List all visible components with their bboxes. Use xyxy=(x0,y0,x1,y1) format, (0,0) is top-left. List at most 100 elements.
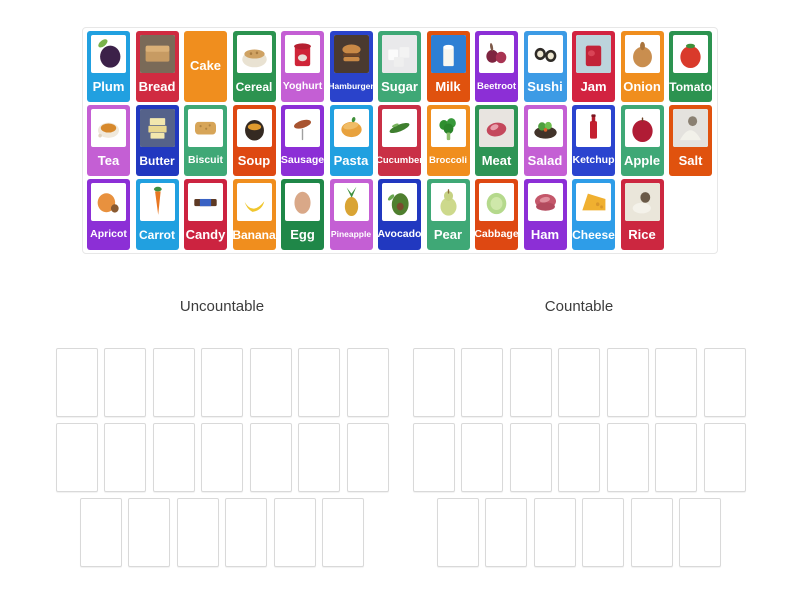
food-card-sugar[interactable]: Sugar xyxy=(378,31,421,102)
food-card-broccoli[interactable]: Broccoli xyxy=(426,105,470,176)
drop-slot[interactable] xyxy=(152,348,195,417)
food-card-jam[interactable]: Jam xyxy=(572,31,615,102)
drop-slot[interactable] xyxy=(533,498,576,567)
food-card-pasta[interactable]: Pasta xyxy=(329,105,373,176)
drop-slot[interactable] xyxy=(298,423,340,492)
food-card-cheese[interactable]: Cheese xyxy=(572,179,615,250)
food-card-carrot[interactable]: Carrot xyxy=(135,179,179,250)
drop-slot[interactable] xyxy=(436,498,479,567)
tea-image xyxy=(91,109,126,147)
carrot-image xyxy=(139,183,175,221)
group-countable-title: Countable xyxy=(544,298,614,315)
food-card-label: Hamburger xyxy=(328,81,374,92)
food-card-sausage[interactable]: Sausage xyxy=(281,105,324,176)
food-card-rice[interactable]: Rice xyxy=(620,179,664,250)
pear-image xyxy=(430,183,466,221)
drop-slot[interactable] xyxy=(485,498,528,567)
drop-slot[interactable] xyxy=(582,498,625,567)
drop-slot[interactable] xyxy=(630,498,673,567)
drop-slot[interactable] xyxy=(322,498,365,567)
drop-slot[interactable] xyxy=(346,348,389,417)
pasta-image xyxy=(333,109,369,147)
drop-slot[interactable] xyxy=(152,423,195,492)
drop-slot[interactable] xyxy=(412,348,455,417)
food-card-banana[interactable]: Banana xyxy=(232,179,276,250)
drop-slot[interactable] xyxy=(201,423,243,492)
drop-slot[interactable] xyxy=(606,348,649,417)
food-card-onion[interactable]: Onion xyxy=(620,31,664,102)
food-card-apple[interactable]: Apple xyxy=(620,105,664,176)
drop-slot[interactable] xyxy=(703,423,746,492)
food-card-tomato[interactable]: Tomato xyxy=(669,31,712,102)
drop-slot[interactable] xyxy=(201,348,243,417)
avocado-image xyxy=(382,183,417,221)
food-card-meat[interactable]: Meat xyxy=(475,105,518,176)
food-card-cabbage[interactable]: Cabbage xyxy=(474,179,519,250)
food-card-cake[interactable]: Cake xyxy=(184,31,227,102)
food-card-apricot[interactable]: Apricot xyxy=(87,179,130,250)
drop-slot[interactable] xyxy=(176,498,219,567)
food-card-ham[interactable]: Ham xyxy=(523,179,567,250)
card-tray: Plum Bread Cake Cereal Yoghurt Hamburger Sugar… xyxy=(82,27,718,254)
drop-slot[interactable] xyxy=(55,348,98,417)
food-card-hamburger[interactable]: Hamburger xyxy=(328,31,374,102)
drop-slot[interactable] xyxy=(655,423,697,492)
ketchup-image xyxy=(576,109,611,147)
food-card-yoghurt[interactable]: Yoghurt xyxy=(281,31,324,102)
drop-slot[interactable] xyxy=(703,348,746,417)
drop-slot[interactable] xyxy=(558,348,600,417)
food-card-label: Sausage xyxy=(280,154,325,167)
food-card-salt[interactable]: Salt xyxy=(669,105,712,176)
egg-image xyxy=(285,183,320,221)
food-card-bread[interactable]: Bread xyxy=(135,31,179,102)
food-card-label: Sushi xyxy=(527,79,563,94)
food-card-beetroot[interactable]: Beetroot xyxy=(475,31,518,102)
drop-slot[interactable] xyxy=(412,423,455,492)
drop-slot[interactable] xyxy=(509,423,552,492)
food-card-label: Salt xyxy=(678,153,703,168)
drop-slot[interactable] xyxy=(128,498,171,567)
slot-row xyxy=(55,348,389,417)
food-card-label: Pear xyxy=(433,227,463,242)
drop-slot[interactable] xyxy=(461,348,503,417)
drop-slot[interactable] xyxy=(679,498,722,567)
drop-slot[interactable] xyxy=(273,498,316,567)
drop-slot[interactable] xyxy=(249,423,292,492)
food-card-salad[interactable]: Salad xyxy=(523,105,567,176)
countable-slot-grid xyxy=(412,348,746,567)
drop-slot[interactable] xyxy=(249,348,292,417)
drop-slot[interactable] xyxy=(655,348,697,417)
drop-slot[interactable] xyxy=(104,423,146,492)
food-card-plum[interactable]: Plum xyxy=(87,31,130,102)
food-card-soup[interactable]: Soup xyxy=(232,105,276,176)
food-card-sushi[interactable]: Sushi xyxy=(523,31,567,102)
drop-slot[interactable] xyxy=(461,423,503,492)
drop-slot[interactable] xyxy=(55,423,98,492)
food-card-label: Candy xyxy=(185,227,226,242)
food-card-cereal[interactable]: Cereal xyxy=(232,31,276,102)
drop-slot[interactable] xyxy=(104,348,146,417)
food-card-candy[interactable]: Candy xyxy=(184,179,227,250)
drop-slot[interactable] xyxy=(225,498,268,567)
food-card-egg[interactable]: Egg xyxy=(281,179,324,250)
food-card-avocado[interactable]: Avocado xyxy=(378,179,421,250)
cucumber-image xyxy=(382,109,417,147)
drop-slot[interactable] xyxy=(346,423,389,492)
food-card-label: Cheese xyxy=(572,227,615,242)
drop-slot[interactable] xyxy=(509,348,552,417)
food-card-label: Plum xyxy=(92,79,125,94)
food-card-cucumber[interactable]: Cucumber xyxy=(376,105,423,176)
drop-slot[interactable] xyxy=(558,423,600,492)
food-card-milk[interactable]: Milk xyxy=(426,31,470,102)
food-card-butter[interactable]: Butter xyxy=(135,105,179,176)
food-card-pear[interactable]: Pear xyxy=(426,179,470,250)
food-card-tea[interactable]: Tea xyxy=(87,105,130,176)
food-card-biscuit[interactable]: Biscuit xyxy=(184,105,227,176)
drop-slot[interactable] xyxy=(79,498,122,567)
food-card-ketchup[interactable]: Ketchup xyxy=(572,105,615,176)
drop-slot[interactable] xyxy=(298,348,340,417)
food-card-pineapple[interactable]: Pineapple xyxy=(329,179,373,250)
meat-image xyxy=(479,109,514,147)
salad-image xyxy=(527,109,563,147)
drop-slot[interactable] xyxy=(606,423,649,492)
